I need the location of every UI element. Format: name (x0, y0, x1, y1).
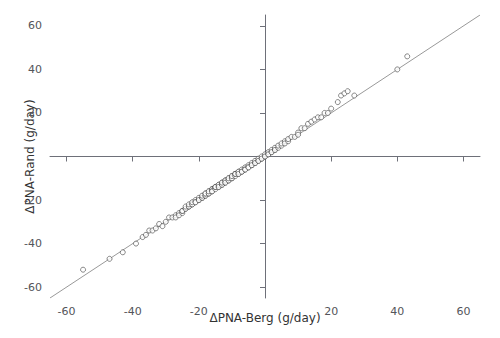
svg-text:-60: -60 (58, 305, 76, 318)
svg-text:20: 20 (324, 305, 338, 318)
svg-text:40: 40 (390, 305, 404, 318)
svg-text:-20: -20 (24, 194, 42, 207)
svg-text:-40: -40 (124, 305, 142, 318)
svg-text:-20: -20 (190, 305, 208, 318)
svg-text:40: 40 (28, 63, 42, 76)
svg-text:60: 60 (28, 19, 42, 32)
svg-text:ΔPNA-Berg (g/day): ΔPNA-Berg (g/day) (209, 311, 320, 325)
svg-text:-40: -40 (24, 237, 42, 250)
svg-text:20: 20 (28, 106, 42, 119)
svg-text:60: 60 (456, 305, 470, 318)
svg-text:-60: -60 (24, 281, 42, 294)
